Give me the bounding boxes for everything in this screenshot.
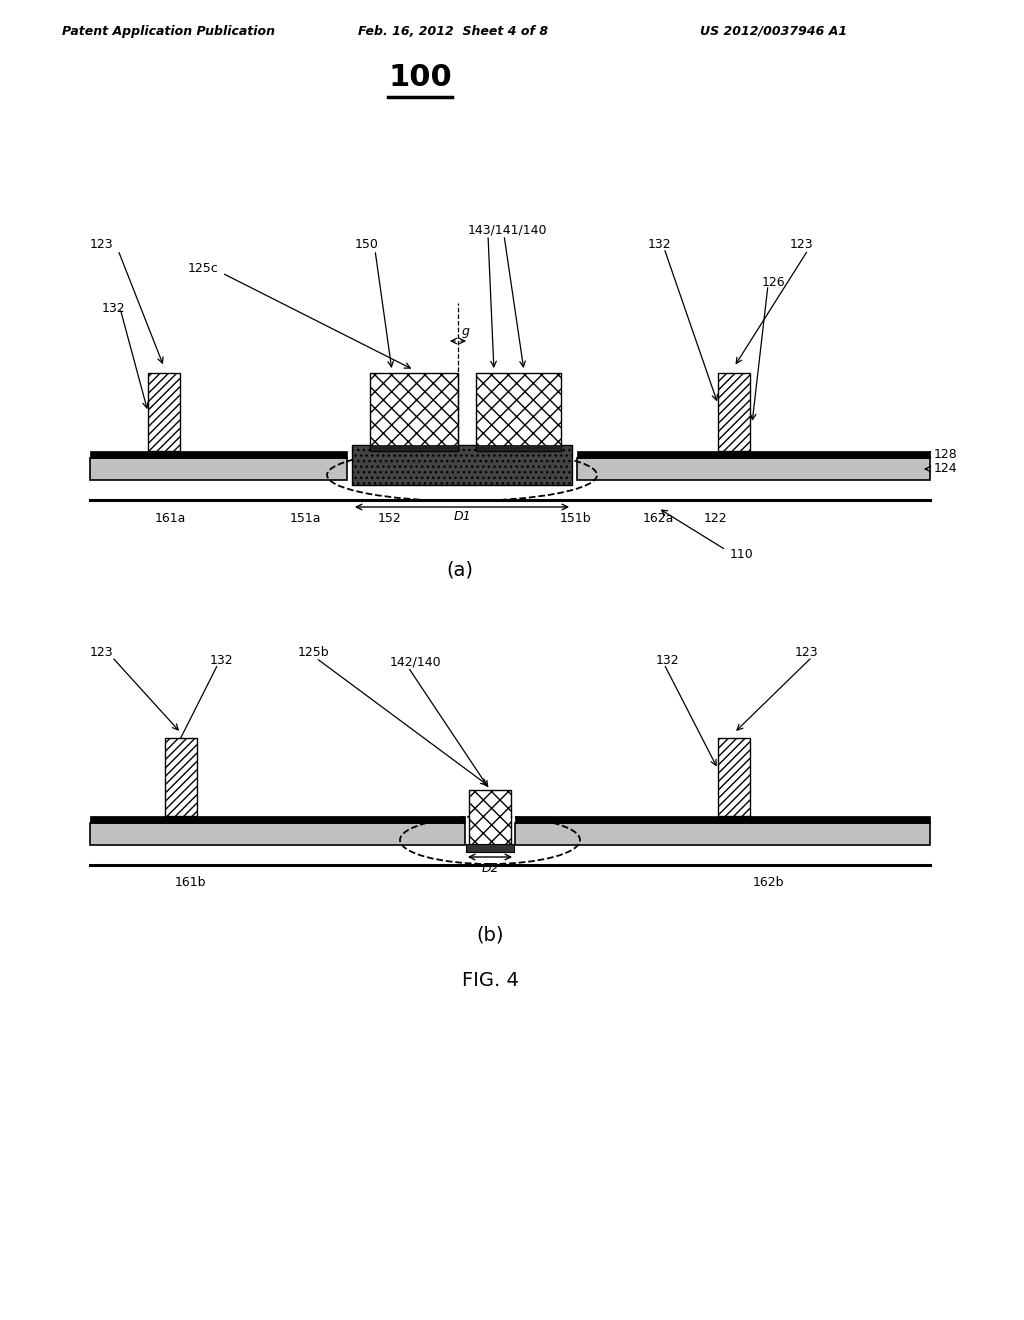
Text: (a): (a) — [446, 561, 473, 579]
Text: 125c: 125c — [188, 261, 219, 275]
Bar — [90, 822, 465, 845]
Bar — [370, 374, 458, 451]
Text: 162b: 162b — [753, 876, 783, 890]
Text: g: g — [462, 325, 470, 338]
Text: 122: 122 — [703, 511, 727, 524]
Bar — [466, 843, 514, 851]
Text: Feb. 16, 2012  Sheet 4 of 8: Feb. 16, 2012 Sheet 4 of 8 — [358, 25, 548, 38]
Bar — [165, 738, 197, 816]
Text: 100: 100 — [388, 63, 452, 92]
Bar — [718, 738, 750, 816]
Text: (b): (b) — [476, 925, 504, 945]
Text: 123: 123 — [90, 239, 114, 252]
Text: 132: 132 — [210, 653, 233, 667]
Text: 150: 150 — [355, 239, 379, 252]
Text: 110: 110 — [730, 549, 754, 561]
Text: US 2012/0037946 A1: US 2012/0037946 A1 — [700, 25, 847, 38]
Text: 143/141/140: 143/141/140 — [468, 223, 548, 236]
Bar — [90, 451, 347, 458]
Text: 151b: 151b — [559, 511, 591, 524]
Text: D2: D2 — [481, 862, 499, 875]
Text: 132: 132 — [648, 239, 672, 252]
Text: 151a: 151a — [289, 511, 321, 524]
Text: 162a: 162a — [642, 511, 674, 524]
Text: 161b: 161b — [174, 876, 206, 890]
Bar — [370, 445, 458, 451]
Text: 132: 132 — [656, 653, 680, 667]
Text: 126: 126 — [762, 276, 785, 289]
Bar — [469, 789, 511, 850]
Text: FIG. 4: FIG. 4 — [462, 970, 518, 990]
Text: D1: D1 — [454, 511, 471, 524]
Text: 142/140: 142/140 — [390, 656, 441, 668]
Bar — [476, 374, 561, 451]
Bar — [90, 816, 465, 822]
Bar — [352, 445, 572, 484]
Bar — [515, 816, 930, 822]
Bar — [577, 451, 930, 458]
Bar — [148, 374, 180, 451]
Text: 123: 123 — [790, 239, 814, 252]
Text: 132: 132 — [102, 301, 126, 314]
Bar — [577, 458, 930, 480]
Text: 161a: 161a — [155, 511, 185, 524]
Text: 125b: 125b — [298, 645, 330, 659]
Bar — [718, 374, 750, 451]
Text: 123: 123 — [795, 645, 818, 659]
Bar — [90, 458, 347, 480]
Text: Patent Application Publication: Patent Application Publication — [62, 25, 275, 38]
Text: 152: 152 — [378, 511, 401, 524]
Bar — [515, 822, 930, 845]
Text: 123: 123 — [90, 645, 114, 659]
Text: 124: 124 — [934, 462, 957, 475]
Bar — [476, 445, 561, 451]
Text: 128: 128 — [934, 447, 957, 461]
